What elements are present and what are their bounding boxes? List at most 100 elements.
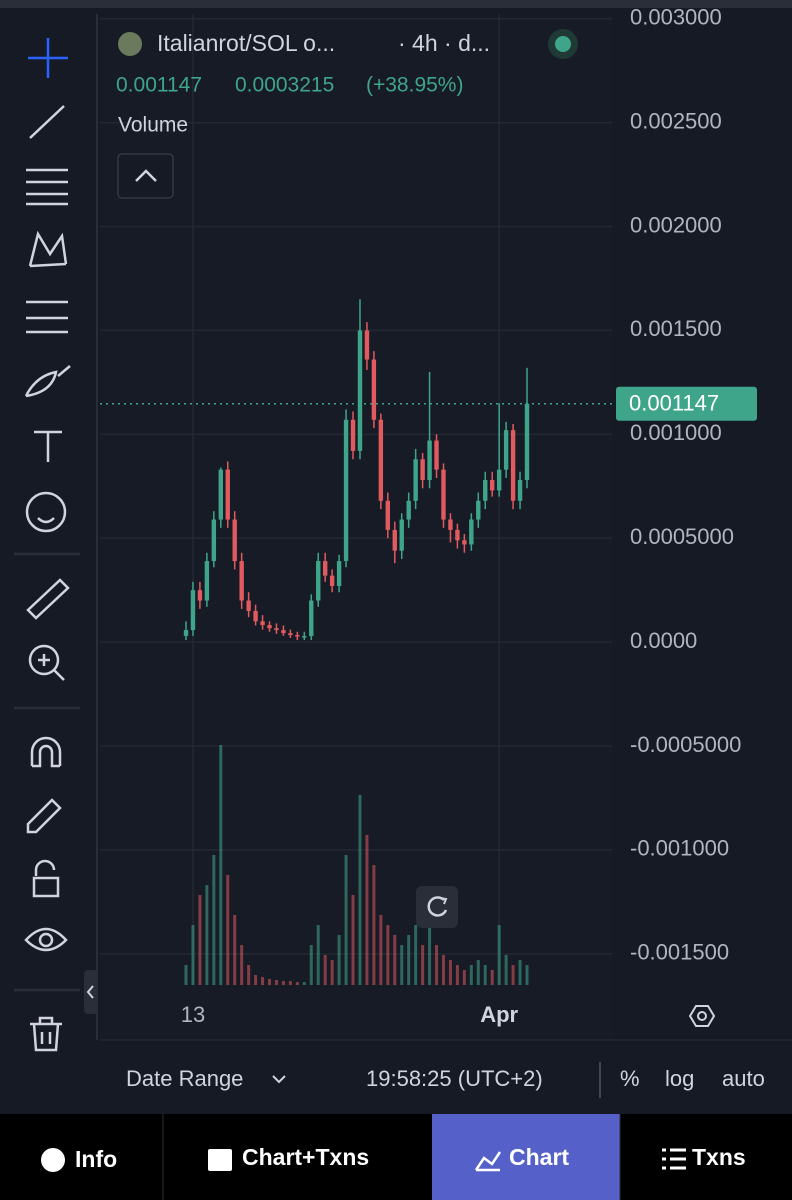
candle-body (260, 621, 265, 626)
volume-bar (254, 975, 258, 985)
settings-icon[interactable] (688, 1005, 716, 1027)
candle-body (510, 430, 516, 501)
candle-body (239, 561, 244, 601)
volume-bar (358, 795, 362, 985)
volume-bar (483, 965, 487, 985)
zoom-icon (38, 654, 65, 681)
volume-bar (386, 925, 390, 985)
y-tick-label: 0.003000 (630, 5, 722, 30)
candle-body (316, 561, 321, 601)
reset-button[interactable] (416, 886, 458, 928)
header-close: 0.001147 (116, 74, 202, 97)
candle-body (399, 519, 404, 551)
y-tick-label: 0.001000 (630, 420, 722, 445)
brush-tool[interactable] (24, 365, 71, 398)
candle-body (274, 628, 279, 631)
top-strip (0, 0, 792, 8)
volume-pane (184, 745, 529, 985)
volume-bar (316, 925, 320, 985)
volume-bar (261, 977, 265, 985)
tab-chart-txns[interactable]: Chart+Txns (242, 1144, 369, 1170)
text-tool[interactable] (34, 430, 62, 462)
crosshair-tool[interactable] (28, 38, 68, 78)
toolbar-toggle-icon (86, 985, 94, 999)
candle-body (190, 590, 196, 631)
last-price-label: 0.001147 (629, 391, 719, 416)
settings-icon-center (697, 1011, 707, 1021)
candle-body (406, 500, 411, 520)
projection-tool[interactable] (26, 300, 68, 334)
volume-bar (414, 925, 418, 985)
volume-bar (455, 965, 459, 985)
plot-area (100, 14, 612, 1040)
candle-body (441, 469, 446, 520)
candle-body (378, 419, 384, 501)
tab-txns[interactable]: Txns (692, 1144, 746, 1170)
chart-txns-icon (208, 1149, 232, 1171)
chart-icon (474, 1151, 502, 1172)
volume-bar (330, 960, 334, 985)
ruler-tool[interactable] (26, 578, 70, 620)
volume-bar (219, 745, 223, 985)
volume-bar (441, 955, 445, 985)
candle-body (302, 636, 307, 638)
volume-bar (393, 935, 397, 985)
zoom-tool[interactable] (28, 644, 60, 676)
status-dot (555, 36, 571, 52)
volume-label: Volume (118, 114, 188, 137)
tab-info[interactable]: Info (75, 1146, 117, 1172)
fib-tool[interactable] (26, 168, 68, 206)
magnet-tool[interactable] (30, 736, 62, 768)
collapse-icon (135, 169, 157, 182)
volume-bar (191, 925, 195, 985)
volume-bar (198, 895, 202, 985)
x-tick-label: 13 (181, 1002, 205, 1027)
trendline-tool[interactable] (29, 105, 65, 139)
candle-body (295, 635, 300, 637)
candle-body (490, 480, 495, 491)
percent-toggle[interactable]: % (620, 1066, 640, 1091)
clock: 19:58:25 (UTC+2) (366, 1066, 543, 1091)
collapse-button[interactable] (117, 153, 174, 199)
pattern-tool[interactable] (28, 230, 68, 268)
x-axis: 13 Apr (181, 1002, 519, 1027)
candle-body (392, 529, 397, 551)
candle-body (517, 480, 523, 501)
volume-bar (295, 982, 299, 985)
candle-body (225, 469, 230, 520)
candle-body (524, 403, 530, 481)
candle-body (197, 590, 203, 601)
volume-bar (351, 895, 355, 985)
eye-pupil (38, 932, 54, 948)
log-toggle[interactable]: log (665, 1066, 694, 1091)
volume-bar (428, 915, 432, 985)
candle-body (211, 519, 217, 562)
lock-drawings-tool[interactable] (26, 798, 62, 834)
volume-bar (400, 945, 404, 985)
volume-bar (212, 855, 216, 985)
txns-icon (662, 1148, 686, 1170)
volume-bar (337, 935, 341, 985)
unlock-tool[interactable] (32, 859, 60, 898)
candle-body (385, 500, 391, 530)
volume-bar (288, 981, 292, 985)
date-range[interactable]: Date Range (126, 1066, 243, 1091)
toolbar-toggle[interactable] (84, 970, 98, 1014)
delete-tool[interactable] (30, 1016, 62, 1052)
y-tick-label: 0.0005000 (630, 524, 734, 549)
candle-body (267, 625, 272, 629)
symbol-title[interactable]: Italianrot/SOL o... (157, 30, 335, 56)
emoji-smile (37, 517, 55, 524)
interval[interactable]: · 4h · d... (398, 30, 490, 56)
volume-bar (184, 965, 188, 985)
header-percent: (+38.95%) (366, 74, 463, 97)
visibility-tool[interactable] (24, 927, 68, 952)
volume-bar (344, 855, 348, 985)
tab-chart[interactable]: Chart (509, 1144, 569, 1170)
emoji-tool[interactable] (25, 491, 67, 533)
auto-toggle[interactable]: auto (722, 1066, 765, 1091)
volume-bar (379, 915, 383, 985)
